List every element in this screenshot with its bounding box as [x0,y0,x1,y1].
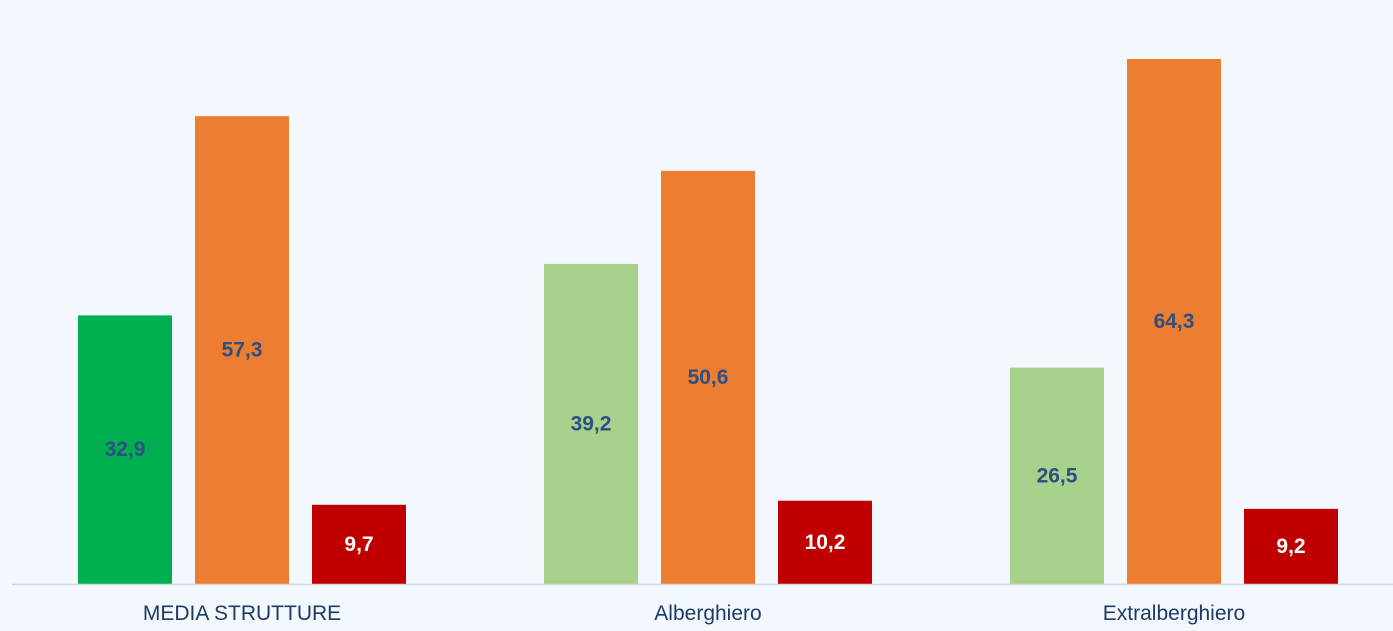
category-labels-group: MEDIA STRUTTURE Alberghiero Extralberghier… [143,602,1245,625]
bar-3-series-3 [1244,508,1338,584]
data-label-3-series-1: 26,5 [1037,464,1078,487]
category-label-1: MEDIA STRUTTURE [143,602,341,625]
data-labels-group: 32,9 57,3 9,7 39,2 50,6 10,2 26,5 64,3 9,2 [105,310,1306,558]
bar-1-series-3 [312,504,406,584]
bar-2-series-2 [661,170,755,584]
data-label-1-series-1: 32,9 [105,438,146,461]
data-label-2-series-1: 39,2 [571,412,612,435]
data-label-1-series-3: 9,7 [344,533,373,556]
data-label-3-series-3: 9,2 [1276,535,1305,558]
bar-1-series-2 [195,116,289,585]
data-label-1-series-2: 57,3 [222,339,263,362]
bar-3-series-1 [1010,367,1104,584]
data-label-2-series-3: 10,2 [805,531,846,554]
category-label-3: Extralberghiero [1103,602,1245,625]
bars-group [78,58,1338,585]
bar-2-series-3 [778,500,872,584]
bar-1-series-1 [78,315,172,584]
data-label-2-series-2: 50,6 [688,366,729,389]
data-label-3-series-2: 64,3 [1154,310,1195,333]
category-label-2: Alberghiero [654,602,761,625]
bar-2-series-1 [544,263,638,584]
bar-3-series-2 [1127,58,1221,584]
